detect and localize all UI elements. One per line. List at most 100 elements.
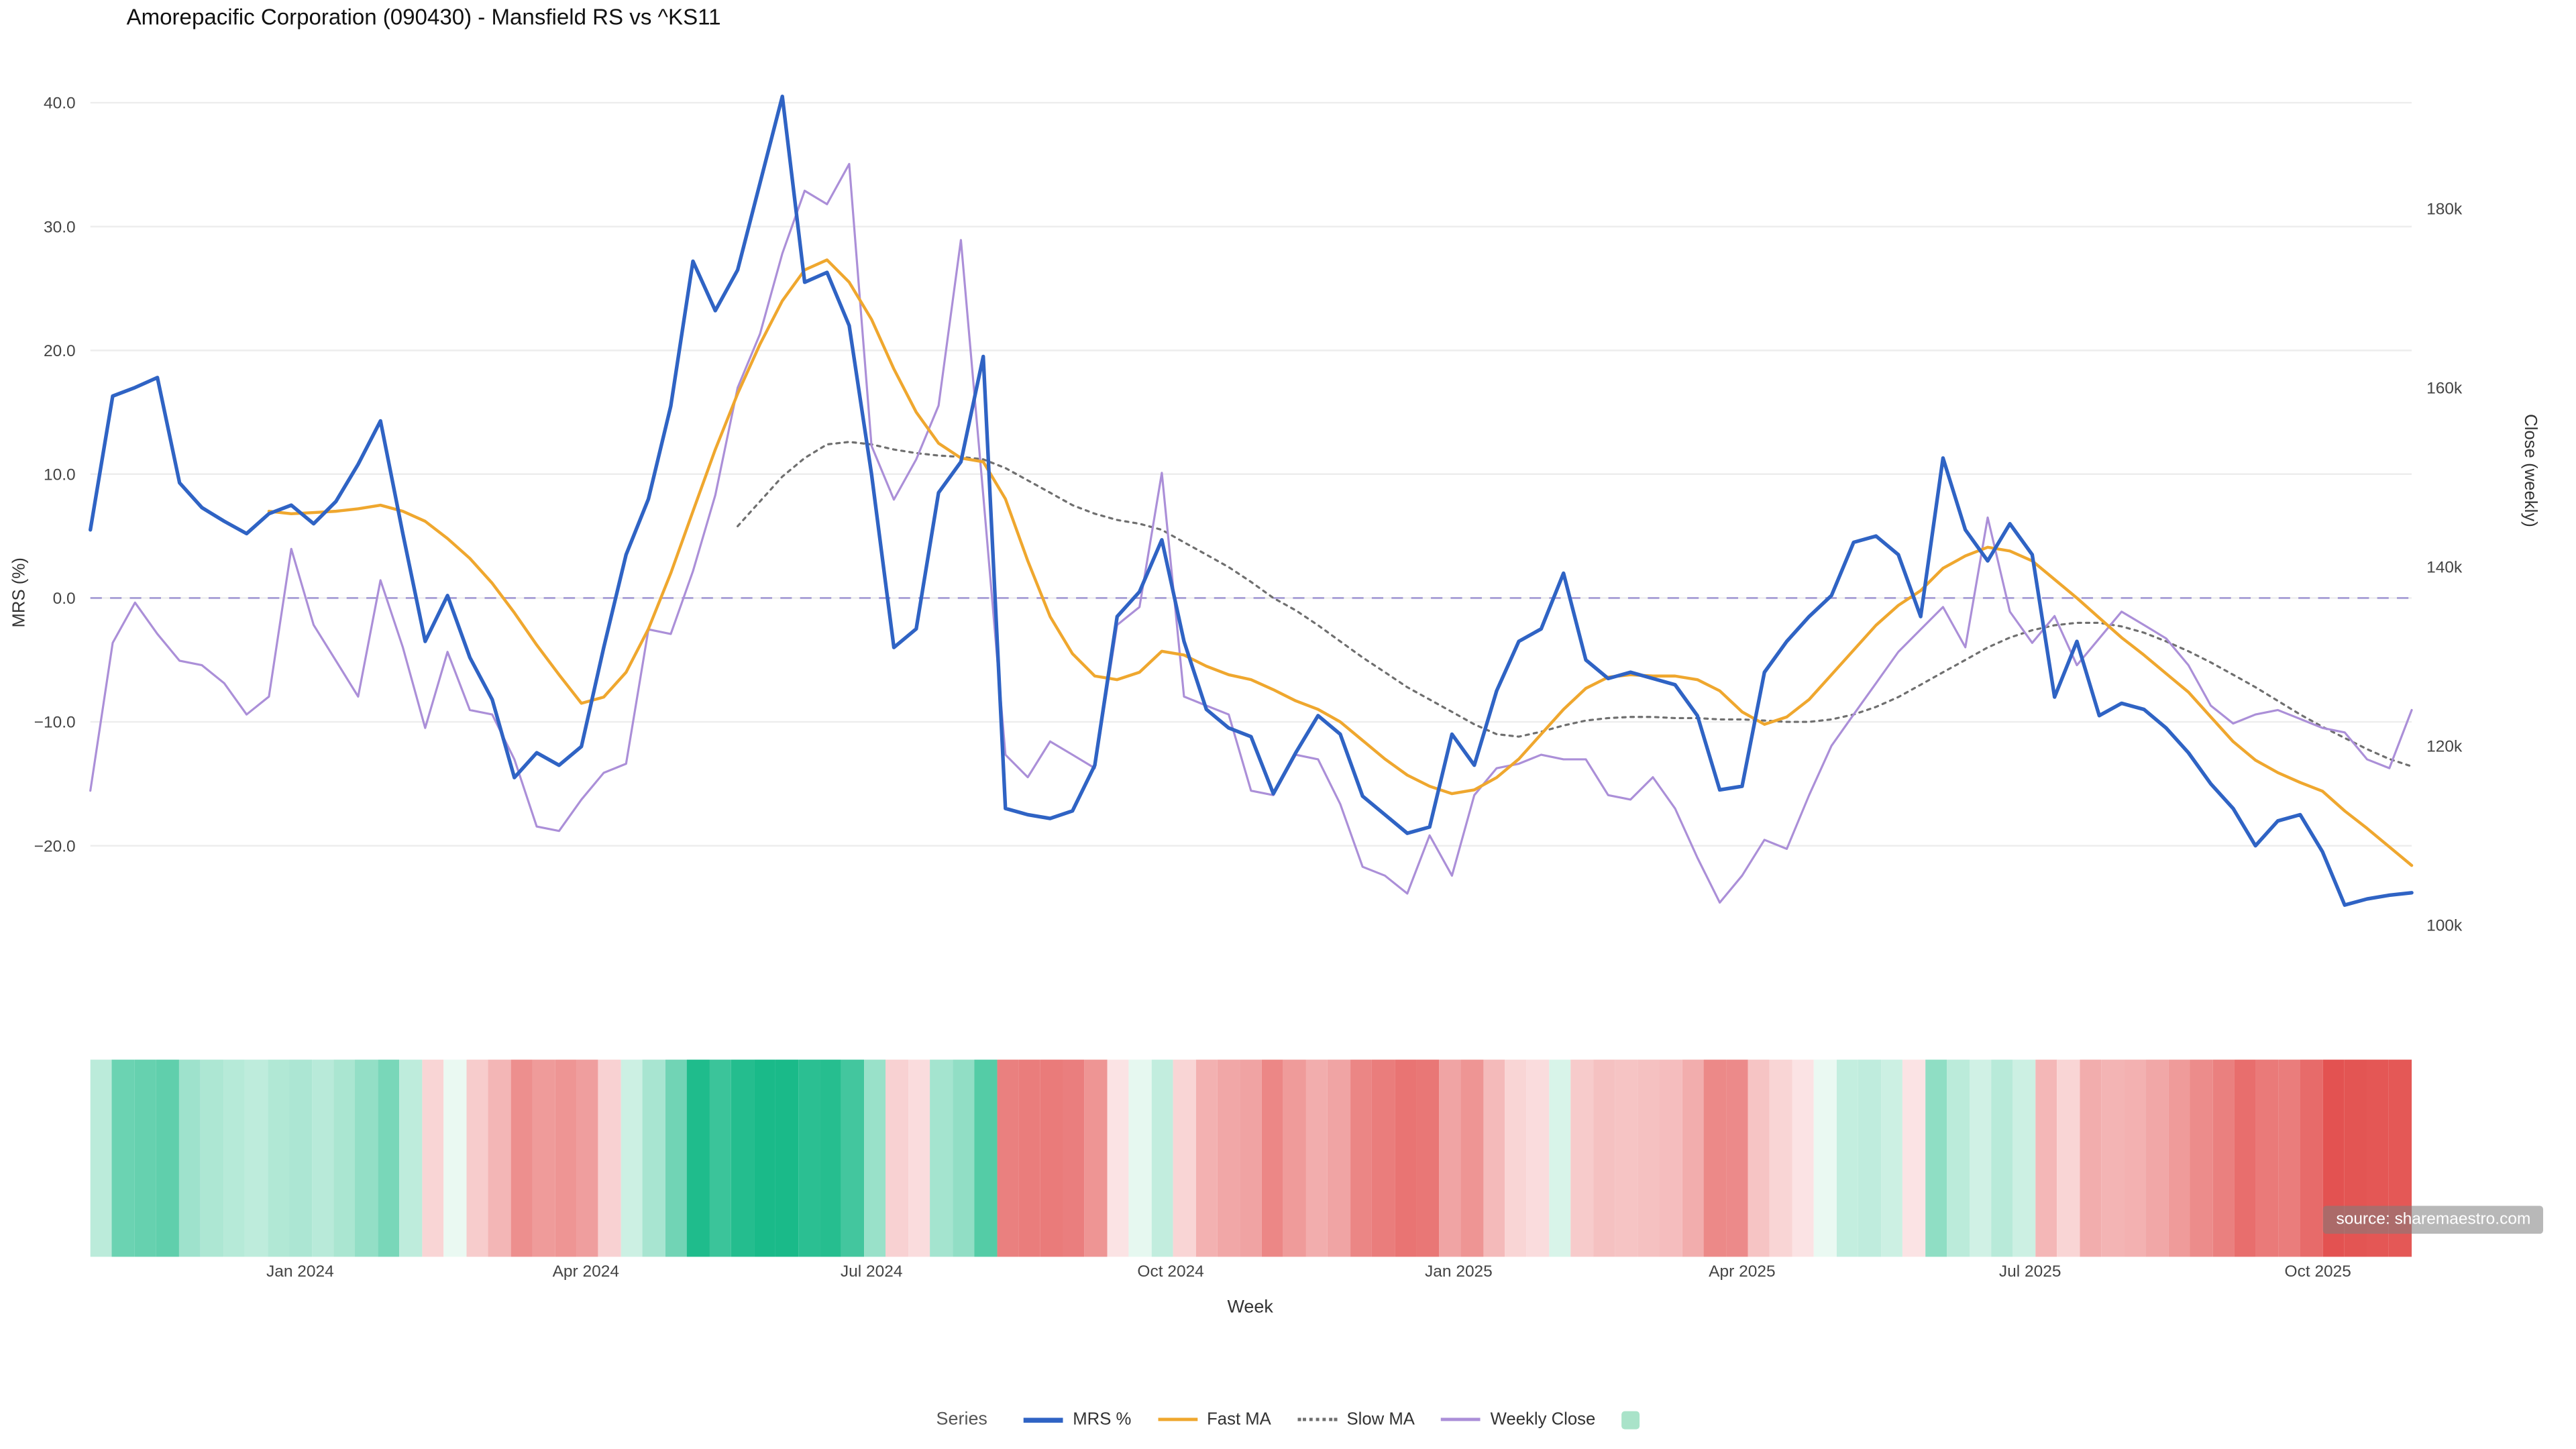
series-weekly-close	[89, 162, 2413, 904]
heatmap-cell	[1173, 1059, 1196, 1257]
heatmap-cell	[2212, 1059, 2235, 1257]
heatmap-cell	[996, 1059, 1019, 1257]
legend-item-fast-ma[interactable]: Fast MA	[1157, 1409, 1271, 1430]
heatmap-cell	[1703, 1059, 1726, 1257]
heatmap-cell	[841, 1059, 864, 1257]
line-chart: 40.0 30.0 20.0 10.0 0.0 −10.0 −20.0 180k 160k 140…	[34, 95, 2463, 935]
heatmap-cell	[1593, 1059, 1615, 1257]
heatmap-cell	[1195, 1059, 1218, 1257]
legend-item-heatmap[interactable]	[1621, 1410, 1640, 1429]
heatmap-cell	[443, 1059, 466, 1257]
heatmap-cell	[112, 1059, 135, 1257]
heatmap-cell	[2123, 1059, 2146, 1257]
heatmap-cell	[311, 1059, 334, 1257]
heatmap-cell	[554, 1059, 577, 1257]
heatmap-cell	[643, 1059, 665, 1257]
chart-title: Amorepacific Corporation (090430) - Mans…	[126, 5, 721, 30]
heatmap-cell	[134, 1059, 157, 1257]
heatmap-cell	[1836, 1059, 1859, 1257]
heatmap-cell	[1505, 1059, 1527, 1257]
heatmap-cell	[1991, 1059, 2014, 1257]
heatmap-cell	[2145, 1059, 2168, 1257]
x-axis-tick-label: Jan 2024	[266, 1263, 334, 1282]
heatmap-cell	[2013, 1059, 2035, 1257]
heatmap-cell	[1460, 1059, 1483, 1257]
heatmap-cell	[598, 1059, 621, 1257]
series-slow-ma	[737, 441, 2413, 768]
heatmap-cell	[2234, 1059, 2257, 1257]
legend-item-label: Slow MA	[1346, 1409, 1415, 1430]
x-axis-tick-label: Oct 2025	[2284, 1263, 2351, 1282]
heatmap-cell	[1770, 1059, 1792, 1257]
legend-item-mrs[interactable]: MRS %	[1023, 1409, 1131, 1430]
heatmap-cell	[908, 1059, 930, 1257]
heatmap-cell	[2256, 1059, 2279, 1257]
heatmap-cell	[775, 1059, 798, 1257]
legend-title: Series	[936, 1409, 987, 1430]
heatmap-cell	[2057, 1059, 2080, 1257]
heatmap-cell	[2035, 1059, 2057, 1257]
heatmap-legend-swatch-icon	[1621, 1410, 1640, 1429]
heatmap-cell	[2101, 1059, 2124, 1257]
heatmap-cell	[178, 1059, 201, 1257]
heatmap-cell	[1615, 1059, 1638, 1257]
heatmap-cell	[377, 1059, 400, 1257]
x-axis-tick-label: Jan 2025	[1425, 1263, 1493, 1282]
x-axis-tick-label: Apr 2024	[552, 1263, 619, 1282]
right-axis-tick-label: 180k	[2426, 201, 2463, 219]
legend-item-slow-ma[interactable]: Slow MA	[1297, 1409, 1415, 1430]
heatmap-cell	[1659, 1059, 1682, 1257]
heatmap-cell	[952, 1059, 975, 1257]
x-axis-title: Week	[1227, 1297, 1273, 1318]
heatmap-cell	[1792, 1059, 1815, 1257]
heatmap-cell	[863, 1059, 886, 1257]
legend-item-label: Weekly Close	[1490, 1409, 1596, 1430]
heatmap-cell	[731, 1059, 754, 1257]
heatmap-cell	[1637, 1059, 1660, 1257]
heatmap-cell	[930, 1059, 953, 1257]
heatmap-cell	[2167, 1059, 2190, 1257]
heatmap-cell	[1571, 1059, 1594, 1257]
heatmap-cell	[90, 1059, 113, 1257]
heatmap-cell	[1040, 1059, 1063, 1257]
heatmap-cell	[1880, 1059, 1903, 1257]
heatmap-cell	[2190, 1059, 2212, 1257]
heatmap-cell	[1151, 1059, 1174, 1257]
right-axis-tick-label: 100k	[2426, 916, 2463, 934]
source-watermark: source: sharemaestro.com	[2322, 1205, 2544, 1234]
heatmap-cell	[576, 1059, 599, 1257]
heatmap-cell	[797, 1059, 820, 1257]
heatmap-cell	[753, 1059, 776, 1257]
heatmap-cell	[1283, 1059, 1306, 1257]
heatmap-cell	[156, 1059, 179, 1257]
heatmap-cell	[532, 1059, 555, 1257]
legend-line-sample-icon	[1023, 1417, 1063, 1422]
legend: Series MRS % Fast MA Slow MA Weekly Close	[0, 1409, 2576, 1430]
x-axis-tick-label: Apr 2025	[1709, 1263, 1776, 1282]
heatmap-cell	[466, 1059, 488, 1257]
legend-item-weekly-close[interactable]: Weekly Close	[1441, 1409, 1596, 1430]
heatmap-cell	[2278, 1059, 2301, 1257]
heatmap-cell	[1725, 1059, 1748, 1257]
heatmap-cell	[333, 1059, 356, 1257]
heatmap-cell	[709, 1059, 732, 1257]
legend-line-sample-icon	[1157, 1417, 1197, 1421]
heatmap-cell	[1527, 1059, 1550, 1257]
heatmap-cell	[1858, 1059, 1881, 1257]
heatmap-cell	[1814, 1059, 1837, 1257]
heatmap-cell	[1085, 1059, 1108, 1257]
right-axis-tick-label: 120k	[2426, 737, 2463, 755]
heatmap-cell	[621, 1059, 643, 1257]
heatmap-cell	[1328, 1059, 1350, 1257]
heatmap-cell	[665, 1059, 688, 1257]
heatmap-strip	[90, 1059, 2412, 1257]
heatmap-cell	[1681, 1059, 1704, 1257]
heatmap-cell	[1239, 1059, 1262, 1257]
left-axis-tick-label: 0.0	[53, 590, 76, 608]
heatmap-cell	[356, 1059, 378, 1257]
x-axis-tick-label: Oct 2024	[1137, 1263, 1204, 1282]
left-axis-tick-label: −10.0	[34, 714, 76, 732]
left-axis-tick-label: 20.0	[44, 342, 76, 360]
heatmap-cell	[1438, 1059, 1461, 1257]
